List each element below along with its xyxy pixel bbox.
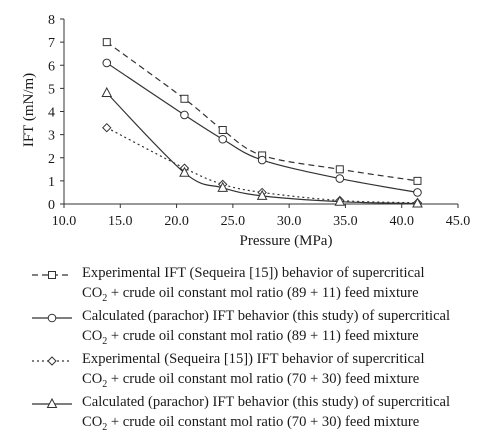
legend-diamond-icon bbox=[32, 356, 72, 366]
data-point bbox=[218, 126, 227, 134]
y-tick-label: 7 bbox=[48, 36, 55, 51]
data-point bbox=[413, 188, 422, 197]
data-point bbox=[256, 189, 268, 200]
ift-chart: 0 1 2 3 4 5 6 7 8 10.0 15.0 20.0 25.0 30.0 35.0 40.0 45.… bbox=[21, 13, 470, 249]
y-tick-label: 1 bbox=[48, 175, 55, 190]
series-line bbox=[106, 92, 418, 205]
x-axis-label: Pressure (MPa) bbox=[240, 233, 333, 249]
legend-entry: Calculated (parachor) IFT behavior (this… bbox=[30, 393, 490, 435]
legend-entry: Experimental (Sequeira [15]) IFT behavio… bbox=[30, 350, 490, 392]
y-tick-label: 5 bbox=[48, 82, 55, 97]
data-point bbox=[179, 166, 190, 177]
data-point bbox=[335, 165, 344, 174]
legend-square-icon bbox=[32, 271, 72, 279]
x-tick-label: 35.0 bbox=[333, 214, 358, 229]
series-line bbox=[106, 62, 418, 194]
series-2 bbox=[102, 58, 422, 197]
y-tick-label: 8 bbox=[48, 13, 55, 28]
data-point bbox=[334, 195, 346, 206]
data-point bbox=[257, 155, 267, 165]
y-tick-label: 4 bbox=[48, 106, 55, 121]
x-tick-label: 45.0 bbox=[446, 214, 471, 229]
legend-label-line1: Experimental IFT (Sequeira [15]) behavio… bbox=[82, 265, 425, 281]
x-tick-label: 40.0 bbox=[389, 214, 414, 229]
y-tick-label: 3 bbox=[48, 129, 55, 144]
legend-entry: Experimental IFT (Sequeira [15]) behavio… bbox=[30, 264, 490, 306]
y-tick-label: 2 bbox=[48, 152, 55, 167]
data-point bbox=[102, 122, 112, 133]
plot-area bbox=[101, 38, 423, 208]
data-point bbox=[101, 86, 113, 97]
data-point bbox=[102, 38, 111, 47]
legend-marker bbox=[47, 356, 57, 366]
y-axis-label: IFT (mN/m) bbox=[21, 73, 37, 147]
legend-label-line1: Calculated (parachor) IFT behavior (this… bbox=[82, 394, 451, 410]
legend-circle-icon bbox=[32, 313, 72, 323]
data-point bbox=[217, 181, 229, 192]
x-tick-label: 15.0 bbox=[108, 214, 133, 229]
y-tick-label: 6 bbox=[48, 59, 55, 74]
legend-entry: Calculated (parachor) IFT behavior (this… bbox=[30, 307, 490, 349]
legend-label: Experimental (Sequeira [15]) IFT behavio… bbox=[82, 351, 425, 390]
axes: 0 1 2 3 4 5 6 7 8 10.0 15.0 20.0 25.0 30.0 35.0 40.0 45.… bbox=[48, 13, 470, 229]
data-point bbox=[412, 197, 423, 208]
legend-label: Experimental IFT (Sequeira [15]) behavio… bbox=[82, 265, 425, 304]
series-4 bbox=[101, 86, 423, 208]
x-tick-label: 20.0 bbox=[164, 214, 189, 229]
legend-label: Calculated (parachor) IFT behavior (this… bbox=[82, 308, 451, 347]
data-point bbox=[413, 176, 422, 185]
data-point bbox=[180, 94, 189, 103]
x-tick-label: 10.0 bbox=[52, 214, 77, 229]
legend-label: Calculated (parachor) IFT behavior (this… bbox=[82, 394, 451, 433]
y-tick-label: 0 bbox=[48, 198, 55, 213]
x-tick-label: 30.0 bbox=[277, 214, 302, 229]
series-line bbox=[106, 127, 418, 204]
legend-marker bbox=[46, 397, 58, 408]
series-line bbox=[106, 41, 418, 182]
legend-triangle-icon bbox=[32, 397, 72, 408]
data-point bbox=[335, 174, 345, 183]
legend-label-line1: Experimental (Sequeira [15]) IFT behavio… bbox=[82, 351, 425, 367]
legend-marker bbox=[48, 271, 56, 279]
data-point bbox=[102, 58, 112, 68]
data-point bbox=[218, 134, 228, 144]
legend-label-line1: Calculated (parachor) IFT behavior (this… bbox=[82, 308, 451, 324]
data-point bbox=[180, 110, 189, 120]
series-1 bbox=[102, 38, 422, 185]
legend-marker bbox=[47, 313, 57, 323]
legend: Experimental IFT (Sequeira [15]) behavio… bbox=[30, 264, 490, 436]
x-tick-label: 25.0 bbox=[221, 214, 246, 229]
